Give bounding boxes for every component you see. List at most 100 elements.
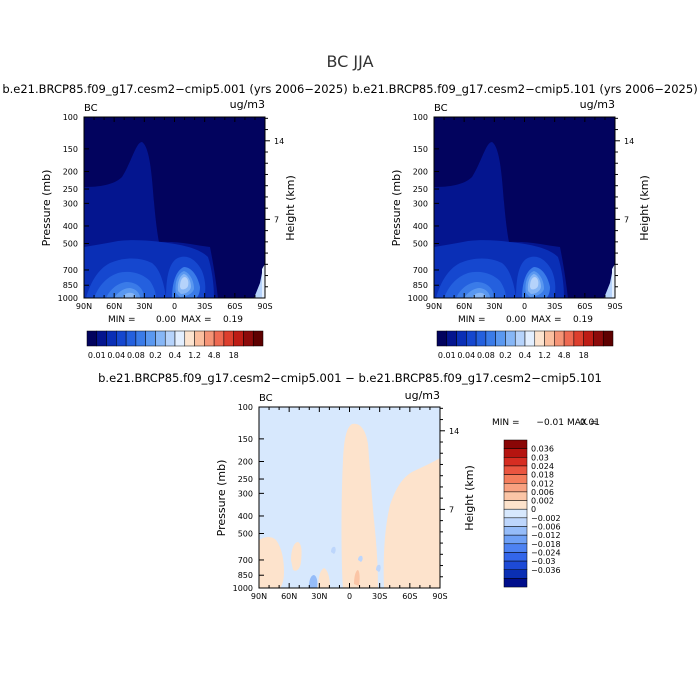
panel-a-xtick-label: 90S [257,302,272,311]
panel-a-colorbar-swatch [145,330,156,347]
panel-diff-xlabels: 90N 60N 30N 0 30S 60S 90S [251,592,448,601]
panel-diff-ylabels: 100 150 200 250 300 400 500 700 850 1000 14 7 [233,403,460,593]
panel-a-colorbar-label: 0.2 [149,351,162,360]
panel-diff-colorbar-swatch [503,448,528,458]
panel-diff-ytick-label: 500 [238,530,253,539]
panel-diff-xtick-label: 0 [347,592,352,601]
panel-a-colorbar-swatch [116,330,127,347]
panel-a-ytick-label: 400 [63,222,78,231]
panel-b-colorbar-swatch [485,330,496,347]
panel-diff-xtick-label: 30S [372,592,387,601]
panel-b-ytick-label: 150 [413,145,428,154]
panel-diff-ylabel-right: Height (km) [463,465,476,531]
panel-a-ticks [83,116,270,299]
panel-a-min-label: MIN = [108,315,136,325]
panel-b-ticks [433,116,620,299]
panel-b-colorbar-swatch [456,330,467,347]
panel-b-ytick-label: 1000 [408,294,428,303]
panel-a-ylabels: 100 150 200 250 300 400 500 700 850 1000 14 7 [58,113,285,303]
panel-b-colorbar-swatch [544,330,555,347]
panel-diff-colorbar [503,439,528,588]
panel-diff-ytick-right-label: 7 [449,505,454,514]
panel-b-ytick-label: 400 [413,222,428,231]
panel-a-colorbar-label: 4.8 [208,351,221,360]
panel-diff-colorbar-swatch [503,474,528,484]
panel-diff-colorbar-label: 0.03 [531,453,549,462]
panel-diff-ticks [258,406,445,589]
panel-b-max-value: 0.19 [573,315,593,325]
panel-a-xtick-label: 90N [76,302,92,311]
panel-diff-min-label: MIN = [492,418,520,428]
panel-diff-colorbar-swatch [503,534,528,545]
panel-a-ytick-label: 850 [63,281,78,290]
panel-diff-xtick-label: 30N [311,592,327,601]
panel-diff-max-label: MAX = [567,418,598,428]
panel-a-colorbar-swatch [135,330,146,347]
panel-b-ylabel: Pressure (mb) [390,170,403,247]
panel-a-colorbar-swatch [243,330,254,347]
panel-b-min-label: MIN = [458,315,486,325]
panel-b-colorbar-label: 0.4 [519,351,532,360]
panel-b-colorbar-swatch [436,330,448,347]
panel-a-ylabel: Pressure (mb) [40,170,53,247]
panel-b-ytick-label: 500 [413,240,428,249]
panel-b-colorbar-swatch [446,330,457,347]
panel-a-ytick-right-label: 14 [274,137,284,146]
panel-b-ytick-right-label: 14 [624,137,634,146]
panel-b-xlabels: 90N 60N 30N 0 30S 60S 90S [426,302,623,311]
panel-diff-colorbar-label: −0.002 [531,514,561,523]
panel-diff-colorbar-swatch [503,543,528,553]
panel-a-colorbar-swatch [223,330,234,347]
panel-b-xtick-label: 90N [426,302,442,311]
panel-b-xtick-label: 0 [522,302,527,311]
panel-a-colorbar-swatch [233,330,244,347]
panel-a-ylabel-right: Height (km) [284,175,297,241]
panel-a-title: b.e21.BRCP85.f09_g17.cesm2−cmip5.001 (yr… [2,82,347,96]
panel-diff-colorbar-label: 0 [531,505,536,514]
panel-b-ytick-label: 700 [413,266,428,275]
panel-a-colorbar-swatch [174,330,186,347]
panel-b-colorbar-swatch [475,330,487,347]
panel-diff-colorbar-label: −0.006 [531,523,561,532]
panel-b-colorbar-label: 0.01 [438,351,456,360]
figure-title: BC JJA [326,52,373,71]
panel-diff-ytick-label: 300 [238,489,253,498]
panel-b-ylabel-right: Height (km) [638,175,651,241]
panel-b-field [434,117,615,298]
panel-a-colorbar-swatch [155,330,166,347]
panel-diff-ytick-label: 200 [238,457,253,466]
panel-b-colorbar-swatch [495,330,506,347]
panel-a-colorbar-swatch [96,330,107,347]
panel-diff-colorbar-swatch [503,508,528,519]
panel-a: b.e21.BRCP85.f09_g17.cesm2−cmip5.001 (yr… [2,82,347,360]
panel-a-ytick-label: 700 [63,266,78,275]
panel-diff-max-value: 0.01 [580,418,600,428]
panel-diff-colorbar-swatch [503,552,528,562]
panel-b-max-label: MAX = [531,315,562,325]
panel-diff-colorbar-swatch [503,439,528,449]
panel-diff-colorbar-label: 0.024 [531,462,554,471]
panel-diff-ytick-right-label: 14 [449,427,459,436]
panel-b-colorbar-label: 0.08 [477,351,495,360]
panel-a-ytick-label: 150 [63,145,78,154]
panel-diff-colorbar-label: 0.018 [531,471,554,480]
panel-a-xtick-label: 60N [106,302,122,311]
panel-a-colorbar-label: 18 [229,351,239,360]
panel-b-colorbar-label: 0.04 [457,351,475,360]
panel-diff-colorbar-label: −0.03 [531,557,556,566]
panel-diff-colorbar-swatch [503,578,528,588]
panel-diff-colorbar-label: 0.012 [531,479,554,488]
panel-b-colorbar-swatch [593,330,604,347]
panel-b-ytick-label: 850 [413,281,428,290]
panel-diff-field [259,407,440,588]
panel-b-xtick-label: 60N [456,302,472,311]
panel-b: b.e21.BRCP85.f09_g17.cesm2−cmip5.101 (yr… [352,82,697,360]
panel-b-colorbar-swatch [466,330,477,347]
panel-diff-colorbar-label: −0.012 [531,531,561,540]
panel-b-colorbar-swatch [505,330,516,347]
panel-b-colorbar-label: 4.8 [558,351,571,360]
panel-diff-label-left: BC [259,393,273,404]
panel-a-colorbar-label: 0.08 [127,351,145,360]
panel-diff-label-right: ug/m3 [405,389,440,402]
panel-b-ytick-right-label: 7 [624,215,629,224]
